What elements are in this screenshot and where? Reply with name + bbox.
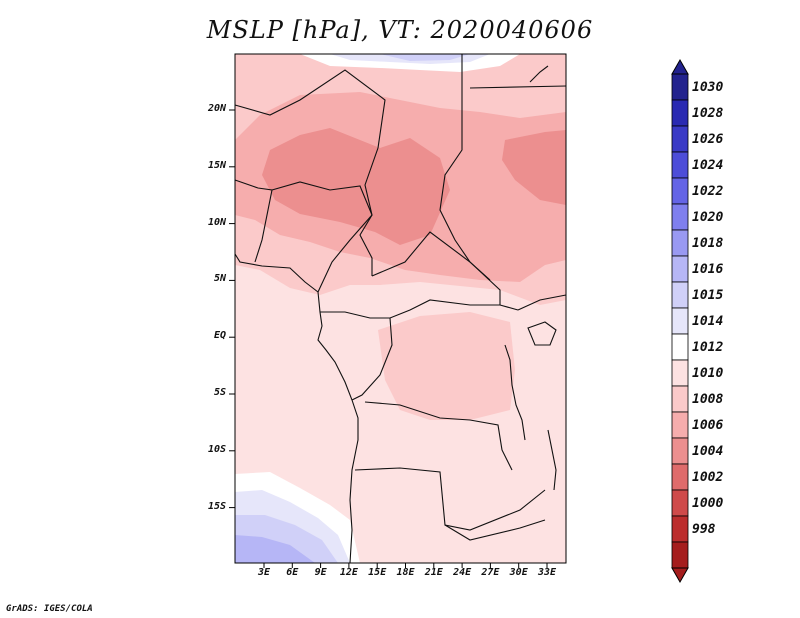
lake-tanganyika [504, 344, 526, 441]
colorbar-swatch [671, 515, 689, 543]
colorbar-swatch [671, 73, 689, 101]
coastline-west [234, 253, 359, 564]
colorbar-label: 1018 [692, 236, 724, 251]
lon-label: 30E [509, 567, 528, 578]
lon-label: 15E [368, 567, 387, 578]
colorbar-swatch [671, 281, 689, 309]
colorbar-swatch [671, 411, 689, 439]
lat-label: 5S [213, 387, 226, 398]
lon-label: 27E [481, 567, 500, 578]
lon-label: 24E [453, 567, 472, 578]
lat-label: 20N [207, 103, 226, 114]
colorbar-swatch [671, 333, 689, 361]
border-nigeria [271, 181, 373, 293]
colorbar-swatch [671, 307, 689, 335]
field-1016-north [380, 54, 470, 61]
border-westafrica [234, 179, 273, 263]
map-frame [234, 53, 567, 564]
credit-text: GrADS: IGES/COLA [6, 604, 93, 614]
colorbar-swatch [671, 151, 689, 179]
map-title: MSLP [hPa], VT: 2020040606 [206, 16, 594, 44]
lon-label: 6E [286, 567, 299, 578]
colorbar-swatch [671, 125, 689, 153]
colorbar-swatch [671, 177, 689, 205]
colorbar-label: 1000 [692, 496, 724, 511]
colorbar-label: 1030 [692, 80, 724, 95]
colorbar-label: 1004 [692, 444, 724, 459]
colorbar-label: 1028 [692, 106, 724, 121]
lat-label: 10N [207, 216, 226, 228]
colorbar [671, 58, 689, 584]
colorbar-label: 1012 [692, 340, 724, 355]
lat-label: 15N [207, 159, 226, 171]
colorbar-swatch [671, 541, 689, 569]
colorbar-label: 1002 [692, 470, 724, 485]
border-drc-south [364, 401, 513, 471]
lon-label: 33E [537, 567, 557, 578]
border-zambia [444, 519, 546, 541]
colorbar-label: 1020 [692, 210, 724, 225]
lake-malawi [547, 429, 557, 491]
lon-label: 18E [396, 567, 415, 578]
lat-label: EQ [213, 330, 226, 342]
colorbar-swatch [671, 437, 689, 465]
border-drc-west [351, 317, 393, 401]
colorbar-label: 1006 [692, 418, 724, 433]
border-congo [320, 299, 519, 319]
colorbar-min-arrow [671, 567, 689, 584]
colorbar-label: 1026 [692, 132, 724, 147]
colorbar-label: 1008 [692, 392, 724, 407]
colorbar-swatch [671, 229, 689, 257]
lon-ticks [263, 563, 548, 568]
border-eastafrica [517, 294, 567, 311]
border-chad [359, 147, 379, 276]
lat-label: 10S [207, 443, 226, 455]
colorbar-swatch [671, 489, 689, 517]
lon-label: 9E [314, 567, 327, 578]
pressure-field [235, 54, 566, 563]
field-1006-east [502, 130, 566, 205]
colorbar-label: 998 [692, 522, 716, 537]
colorbar-label: 1015 [692, 288, 724, 303]
colorbar-label: 1010 [692, 366, 724, 381]
colorbar-label: 1014 [692, 314, 724, 329]
colorbar-swatch [671, 255, 689, 283]
field-1010-central [378, 312, 515, 420]
lon-label: 12E [339, 567, 358, 578]
lon-label: 21E [424, 567, 443, 578]
redsea-coast [529, 65, 549, 83]
colorbar-swatch [671, 385, 689, 413]
border-car [371, 231, 501, 305]
colorbar-swatch [671, 463, 689, 491]
colorbar-max-arrow [671, 58, 689, 75]
lat-ticks [229, 109, 235, 509]
colorbar-label: 1022 [692, 184, 724, 199]
colorbar-label: 1024 [692, 158, 724, 173]
colorbar-swatch [671, 203, 689, 231]
lat-label: 15S [207, 500, 226, 512]
country-borders [234, 54, 567, 564]
lake-victoria [527, 321, 557, 346]
lon-label: 3E [257, 567, 271, 578]
colorbar-swatch [671, 359, 689, 387]
colorbar-label: 1016 [692, 262, 724, 277]
field-1018-southwest [235, 535, 315, 563]
colorbar-swatch [671, 99, 689, 127]
border-sahara [234, 69, 386, 149]
lat-label: 5N [213, 273, 226, 285]
border-egypt [469, 85, 567, 89]
